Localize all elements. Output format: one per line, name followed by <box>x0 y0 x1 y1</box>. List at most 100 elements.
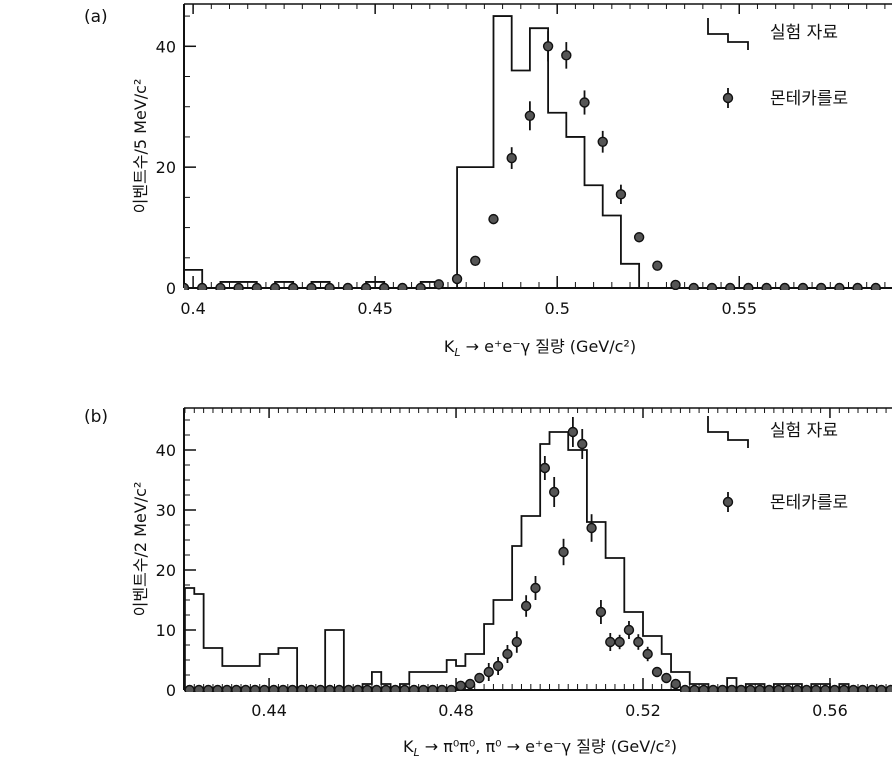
y-tick-label: 0 <box>166 681 176 700</box>
mc-point <box>397 282 408 290</box>
mc-point <box>567 426 579 438</box>
mc-point <box>269 282 281 290</box>
mc-point <box>761 282 772 290</box>
mc-point <box>706 282 718 290</box>
mc-point <box>688 282 699 290</box>
mc-point <box>651 666 663 678</box>
mc-point <box>483 666 494 678</box>
y-axis-title: 이벤트수/2 MeV/c² <box>131 482 150 617</box>
mc-point <box>779 282 790 290</box>
mc-point <box>446 684 457 692</box>
mc-point <box>342 282 354 290</box>
mc-point <box>615 189 627 200</box>
mc-point <box>233 282 244 290</box>
legend-point-swatch <box>722 496 734 508</box>
mc-point <box>415 282 426 290</box>
y-axis-title: 이벤트수/5 MeV/c² <box>131 79 150 214</box>
mc-point <box>502 648 513 660</box>
x-tick-label: 0.44 <box>251 701 287 720</box>
legend-histogram-label: 실험 자료 <box>770 421 838 441</box>
legend-histogram-swatch <box>707 416 749 448</box>
mc-point <box>524 110 536 121</box>
mc-point <box>451 273 463 285</box>
mc-point <box>577 438 588 450</box>
mc-point <box>633 232 645 243</box>
mc-point <box>455 680 466 691</box>
plot-area <box>184 417 892 692</box>
mc-point <box>251 282 263 290</box>
mc-point <box>579 97 590 108</box>
mc-point <box>561 50 572 61</box>
mc-point <box>558 546 569 558</box>
legend-points-label: 몬테카를로 <box>770 89 848 109</box>
mc-point <box>306 282 317 290</box>
mc-point <box>360 282 372 290</box>
legend-histogram-swatch <box>707 18 749 50</box>
mc-point <box>215 282 226 290</box>
mc-point <box>539 462 551 474</box>
mc-point <box>852 282 863 290</box>
mc-point <box>885 684 892 692</box>
y-tick-label: 30 <box>156 501 176 520</box>
panel-a: (a) 0.4 0.45 0.5 0.55 0 20 40 이벤트수/5 MeV/c² KL → … <box>84 3 892 359</box>
mc-point <box>724 282 736 290</box>
mc-point <box>670 279 681 290</box>
mc-point <box>470 255 481 267</box>
mc-point <box>520 600 532 612</box>
mc-point <box>797 282 809 290</box>
mc-point <box>743 282 754 290</box>
mc-point <box>623 624 635 636</box>
panel-label: (b) <box>84 407 108 427</box>
mc-point <box>670 678 681 690</box>
mc-point <box>511 636 522 648</box>
legend-point-swatch <box>722 92 734 104</box>
y-tick-label: 40 <box>156 37 176 56</box>
plot-area <box>184 15 892 290</box>
mc-point <box>661 672 672 684</box>
y-tick-label: 20 <box>156 561 176 580</box>
x-axis-title: KL → π⁰π⁰, π⁰ → e⁺e⁻γ 질량 (GeV/c²) <box>403 737 677 759</box>
mc-point <box>530 582 541 594</box>
mc-point <box>324 282 335 290</box>
mc-point <box>605 636 616 648</box>
y-tick-label: 20 <box>156 158 176 177</box>
x-tick-label: 0.52 <box>625 701 661 720</box>
mc-point <box>464 678 476 690</box>
mc-point <box>652 260 663 271</box>
mc-point <box>815 282 827 290</box>
mc-point <box>548 486 560 498</box>
y-tick-label: 10 <box>156 621 176 640</box>
mc-point <box>597 136 608 147</box>
legend-points-label: 몬테카를로 <box>770 493 848 513</box>
x-tick-label: 0.5 <box>544 299 569 318</box>
mc-point <box>184 282 190 290</box>
mc-point <box>614 636 625 648</box>
x-tick-label: 0.55 <box>721 299 757 318</box>
y-tick-label: 0 <box>166 279 176 298</box>
panel-label: (a) <box>84 7 108 27</box>
mc-point <box>542 41 554 52</box>
mc-point <box>474 672 485 684</box>
mc-point <box>492 660 504 672</box>
y-tick-label: 40 <box>156 441 176 460</box>
mc-point <box>433 279 445 290</box>
panel-b: (b) 0.44 0.48 0.52 0.56 0 10 20 30 40 이벤트수/2 MeV/c… <box>84 407 892 759</box>
mc-point <box>595 606 607 618</box>
mc-point <box>586 522 597 534</box>
x-tick-label: 0.45 <box>357 299 393 318</box>
x-tick-label: 0.56 <box>812 701 848 720</box>
mc-point <box>197 282 208 290</box>
mc-point <box>379 282 390 290</box>
mc-point <box>288 282 299 290</box>
x-tick-label: 0.48 <box>438 701 474 720</box>
mc-point <box>488 213 499 225</box>
x-tick-label: 0.4 <box>180 299 205 318</box>
mc-point <box>870 282 881 290</box>
x-axis-title: KL → e⁺e⁻γ 질량 (GeV/c²) <box>444 337 636 359</box>
mc-point <box>642 648 653 660</box>
mc-point <box>633 636 644 648</box>
mc-point <box>506 152 517 164</box>
